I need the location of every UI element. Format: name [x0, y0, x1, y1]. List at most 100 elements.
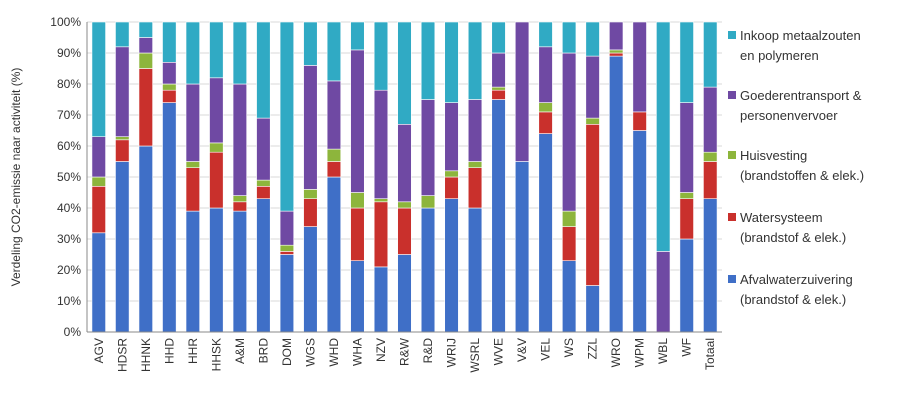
legend-item: Inkoop metaalzouten en polymeren — [728, 28, 861, 63]
bar-segment — [467, 207, 483, 333]
bar-segment — [373, 198, 389, 203]
bar-segment — [373, 201, 389, 268]
x-tick-label: WBL — [656, 338, 670, 364]
bar-segment — [656, 251, 671, 333]
bar-segment — [467, 161, 483, 168]
x-tick-label: DOM — [280, 338, 294, 366]
bar-segment — [397, 124, 412, 203]
bar-segment — [303, 226, 318, 333]
bar-segment — [703, 161, 718, 200]
y-tick-label: 70% — [57, 108, 81, 122]
bar-segment — [138, 52, 153, 69]
bar-segment — [91, 232, 106, 333]
legend-label: Watersysteem — [740, 210, 823, 225]
legend-label: en polymeren — [740, 48, 819, 63]
legend-swatch — [728, 275, 736, 283]
bar-segment — [562, 226, 577, 262]
y-tick-label: 0% — [64, 325, 82, 339]
bar-segment — [303, 189, 318, 199]
x-tick-label: HHSK — [209, 338, 223, 371]
bar-segment — [91, 186, 106, 234]
bar-segment — [326, 80, 342, 150]
bar-segment — [467, 167, 483, 209]
bar-segment — [256, 117, 271, 181]
bar-segment — [185, 210, 200, 333]
bar-segment — [514, 161, 530, 333]
bar-segment — [162, 83, 177, 91]
bar-segment — [350, 260, 365, 333]
bar-segment — [397, 207, 412, 255]
bar-segment — [115, 46, 130, 138]
legend-label: Afvalwaterzuivering — [740, 272, 853, 287]
x-tick-label: HHD — [162, 338, 176, 364]
x-tick-label: WPM — [633, 338, 647, 367]
x-axis-ticks: AGV HDSR HHNK HHD HHR HHSK A&M BRD DOM WGS WHD WHA N… — [92, 337, 717, 372]
legend-label: (brandstof & elek.) — [740, 230, 846, 245]
bar-segment — [256, 198, 271, 333]
legend-item: Afvalwaterzuivering (brandstof & elek.) — [728, 272, 853, 307]
y-axis-ticks: 0% 10% 20% 30% 40% 50% 60% 70% 80% 90% 100% — [50, 15, 81, 339]
bar-segment — [609, 49, 624, 54]
bar-segment — [491, 52, 506, 88]
bar-segment — [279, 251, 295, 255]
bar-segment — [679, 102, 694, 193]
bar-segment — [279, 21, 295, 212]
y-tick-label: 30% — [57, 232, 81, 246]
bar-segment — [585, 124, 600, 286]
bar-segment — [632, 21, 647, 113]
x-tick-label: WHD — [327, 338, 341, 367]
legend-swatch — [728, 213, 736, 221]
bar-segment — [444, 176, 459, 200]
bar-segment — [538, 102, 553, 113]
bar-segment — [467, 21, 483, 100]
bar-segment — [491, 21, 506, 54]
legend-swatch — [728, 31, 736, 39]
legend-item: Watersysteem (brandstof & elek.) — [728, 210, 846, 245]
bar-segment — [420, 207, 436, 333]
y-tick-label: 20% — [57, 263, 81, 277]
bar-segment — [444, 170, 459, 178]
bar-segment — [326, 21, 342, 82]
bar-segment — [91, 136, 106, 178]
bar-segment — [232, 21, 247, 85]
x-tick-label: AGV — [92, 338, 106, 363]
bar-segment — [491, 86, 506, 91]
bar-segment — [326, 161, 342, 178]
bar-segment — [162, 61, 177, 85]
bar-segment — [562, 21, 577, 54]
bar-segment — [162, 89, 177, 103]
bar-segment — [491, 89, 506, 100]
bar-segment — [209, 142, 224, 153]
bar-segment — [562, 260, 577, 333]
bar-segment — [350, 192, 365, 209]
x-tick-label: HHNK — [139, 338, 153, 372]
bar-segment — [162, 102, 177, 333]
bar-segment — [703, 151, 718, 162]
bar-segment — [444, 21, 459, 103]
bar-segment — [703, 86, 718, 153]
bar-segment — [303, 65, 318, 190]
bar-segment — [232, 195, 247, 203]
bar-segment — [538, 111, 553, 134]
bar-segment — [326, 148, 342, 162]
x-tick-label: WVE — [492, 338, 506, 365]
x-tick-label: BRD — [256, 338, 270, 364]
bar-segment — [91, 176, 106, 187]
x-tick-label: WRIJ — [445, 338, 459, 367]
x-tick-label: WF — [680, 338, 694, 357]
bar-segment — [115, 21, 130, 48]
x-tick-label: Totaal — [703, 338, 717, 370]
bar-segment — [256, 179, 271, 187]
bar-segment — [373, 89, 389, 199]
x-tick-label: ZZL — [586, 338, 600, 360]
x-tick-label: NZV — [374, 338, 388, 362]
bar-segment — [538, 133, 553, 333]
bar-segment — [185, 21, 200, 85]
legend-label: (brandstoffen & elek.) — [740, 168, 864, 183]
bar-segment — [656, 21, 671, 252]
bar-segment — [444, 198, 459, 333]
bar-segment — [209, 77, 224, 144]
bar-segment — [303, 21, 318, 66]
bar-segment — [115, 161, 130, 333]
